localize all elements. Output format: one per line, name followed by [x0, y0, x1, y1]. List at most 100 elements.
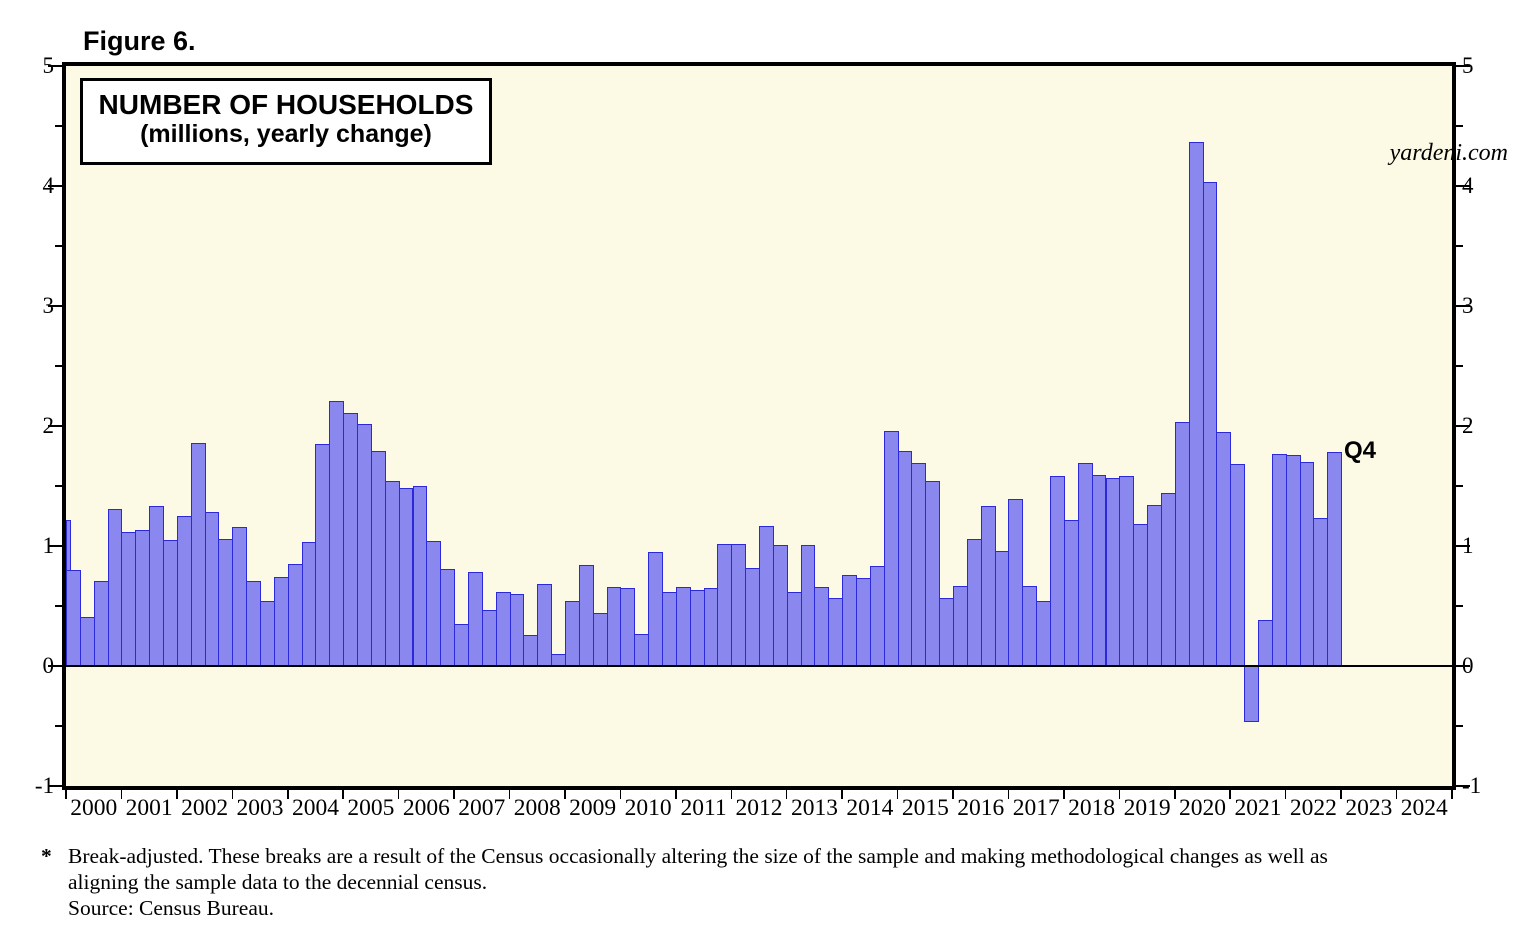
bar-2001-Q1 — [121, 531, 137, 667]
bar-2000-Q2 — [79, 616, 95, 667]
bar-2020-Q3 — [1202, 182, 1218, 667]
y-tick-left-1.5 — [55, 485, 62, 487]
bar-2017-Q2 — [1022, 585, 1038, 667]
bar-2004-Q3 — [315, 444, 331, 667]
bar-2011-Q3 — [703, 588, 719, 667]
bar-2000-Q1 — [66, 570, 81, 667]
x-year-label-2014: 2014 — [846, 795, 894, 821]
bar-2009-Q4 — [606, 586, 622, 667]
bar-2006-Q4 — [440, 568, 456, 667]
x-tick-2002 — [176, 786, 178, 799]
y-tick-right-0 — [1456, 665, 1470, 667]
x-tick-2015 — [896, 786, 899, 799]
watermark-yardeni: yardeni.com — [1389, 140, 1508, 166]
bar-2011-Q2 — [689, 590, 705, 667]
bar-2010-Q1 — [620, 588, 636, 667]
y-axis-label-left-2: 2 — [42, 413, 55, 438]
bar-2016-Q1 — [953, 585, 968, 667]
bar-2014-Q1 — [842, 574, 858, 667]
x-year-label-2024: 2024 — [1400, 795, 1448, 821]
bar-2010-Q2 — [634, 633, 650, 667]
x-tick-2007 — [453, 786, 455, 799]
bar-2021-Q4 — [1271, 453, 1287, 667]
x-tick-2021 — [1229, 786, 1231, 799]
x-tick-2003 — [231, 786, 234, 799]
footnote-text: Break-adjusted. These breaks are a resul… — [68, 843, 1328, 921]
x-tick-2024 — [1395, 786, 1398, 799]
x-tick-2016 — [952, 786, 954, 799]
bar-2021-Q1 — [1230, 464, 1246, 667]
x-tick-2020 — [1174, 786, 1176, 799]
y-axis-label-left-0: 0 — [42, 653, 55, 678]
bar-2017-Q4 — [1050, 476, 1065, 667]
y-tick-right-3.5 — [1456, 245, 1463, 247]
bar-2008-Q1 — [509, 594, 525, 667]
bar-2002-Q4 — [218, 538, 234, 667]
bar-2001-Q2 — [135, 530, 151, 667]
x-year-label-2000: 2000 — [70, 795, 118, 821]
footnote-line-2: aligning the sample data to the decennia… — [68, 870, 488, 894]
x-tick-end — [1451, 786, 1453, 799]
y-axis-label-left-1: 1 — [42, 533, 55, 558]
y-tick-right-1.5 — [1456, 485, 1463, 487]
x-year-label-2002: 2002 — [181, 795, 229, 821]
y-tick-left-0 — [48, 665, 62, 667]
bar-2015-Q2 — [911, 463, 927, 667]
bar-2019-Q3 — [1147, 505, 1162, 667]
x-year-label-2020: 2020 — [1179, 795, 1227, 821]
y-tick-left-5 — [48, 65, 62, 67]
bar-2013-Q3 — [814, 586, 830, 667]
y-tick-left-3 — [48, 305, 62, 307]
y-tick-left-2.5 — [55, 365, 62, 367]
x-year-label-2006: 2006 — [402, 795, 450, 821]
bar-2017-Q3 — [1036, 601, 1052, 667]
bar-2020-Q1 — [1174, 422, 1190, 667]
x-year-label-2010: 2010 — [624, 795, 672, 821]
bar-2018-Q4 — [1105, 477, 1121, 667]
bar-2013-Q4 — [828, 597, 844, 667]
y-tick-left-2 — [48, 425, 62, 427]
x-year-label-2001: 2001 — [125, 795, 173, 821]
bar-2012-Q4 — [772, 544, 788, 667]
y-tick-left-4.5 — [55, 125, 62, 127]
bar-2012-Q3 — [759, 525, 774, 667]
y-tick-right-4 — [1456, 185, 1470, 187]
bar-2001-Q3 — [149, 506, 165, 667]
bar-2022-Q4 — [1327, 452, 1343, 667]
bar-2011-Q4 — [717, 543, 733, 667]
bar-2005-Q2 — [357, 423, 372, 667]
x-year-label-2013: 2013 — [790, 795, 838, 821]
x-tick-2017 — [1007, 786, 1010, 799]
x-year-label-2019: 2019 — [1123, 795, 1171, 821]
x-tick-2019 — [1118, 786, 1121, 799]
bar-2006-Q3 — [426, 541, 442, 667]
bar-2014-Q4 — [883, 430, 899, 667]
bar-2003-Q3 — [260, 601, 275, 667]
bar-2006-Q2 — [412, 486, 428, 667]
bar-2004-Q1 — [287, 564, 303, 667]
bar-2018-Q2 — [1077, 463, 1093, 667]
bar-2010-Q4 — [661, 591, 677, 667]
y-axis-label-right--1: -1 — [1462, 773, 1482, 798]
bar-2015-Q3 — [925, 481, 941, 667]
bar-2009-Q2 — [578, 565, 594, 667]
x-year-label-2012: 2012 — [735, 795, 783, 821]
bar-2011-Q1 — [675, 586, 691, 667]
bar-2022-Q1 — [1285, 454, 1301, 667]
y-tick-left-4 — [48, 185, 62, 187]
x-year-label-2009: 2009 — [569, 795, 617, 821]
bar-2018-Q3 — [1091, 475, 1107, 667]
x-year-label-2017: 2017 — [1012, 795, 1060, 821]
bar-2009-Q1 — [564, 601, 580, 667]
x-year-label-2011: 2011 — [680, 795, 727, 821]
y-tick-left-0.5 — [55, 605, 62, 607]
x-year-label-2023: 2023 — [1345, 795, 1393, 821]
x-year-label-2004: 2004 — [291, 795, 339, 821]
bar-2004-Q2 — [301, 542, 317, 667]
bar-2021-Q3 — [1257, 620, 1273, 667]
y-tick-right-2.5 — [1456, 365, 1463, 367]
x-year-label-2003: 2003 — [236, 795, 284, 821]
x-year-label-2018: 2018 — [1068, 795, 1116, 821]
bar-2009-Q3 — [592, 613, 608, 667]
x-tick-2006 — [397, 786, 400, 799]
